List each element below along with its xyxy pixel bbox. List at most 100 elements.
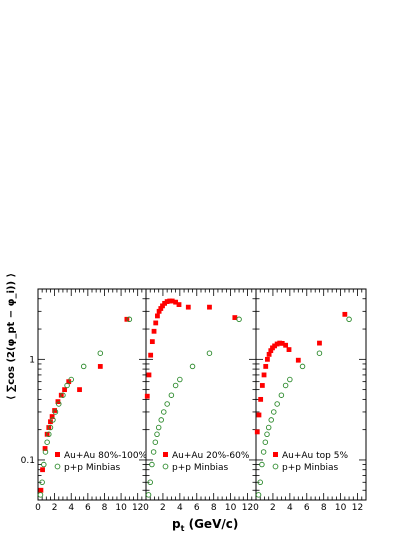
auau-point bbox=[97, 364, 103, 369]
auau-point bbox=[185, 304, 191, 310]
auau-point bbox=[48, 419, 53, 425]
pp-point bbox=[271, 409, 277, 415]
auau-point bbox=[207, 304, 212, 310]
pp-point bbox=[278, 392, 285, 398]
legend-label: p+p Minbias bbox=[282, 463, 339, 473]
pp-point bbox=[264, 431, 270, 438]
auau-point bbox=[156, 308, 162, 314]
auau-point bbox=[151, 328, 157, 334]
x-tick-label: 12 bbox=[352, 503, 363, 513]
auau-point bbox=[58, 392, 64, 398]
legend-marker-auau bbox=[273, 452, 278, 457]
pp-point bbox=[255, 492, 262, 498]
auau-point bbox=[148, 352, 154, 358]
x-tick-label: 6 bbox=[194, 503, 200, 513]
auau-point bbox=[259, 383, 265, 388]
auau-point bbox=[295, 357, 301, 363]
x-tick-label: 2 bbox=[160, 503, 166, 513]
auau-point bbox=[169, 298, 175, 304]
pp-point bbox=[262, 439, 269, 445]
x-tick-label: 0 bbox=[143, 503, 149, 513]
auau-point bbox=[149, 339, 155, 345]
x-tick-label: 10 bbox=[335, 503, 347, 513]
pp-point bbox=[257, 479, 263, 486]
auau-point bbox=[40, 467, 45, 473]
pp-point bbox=[56, 401, 62, 407]
auau-point bbox=[176, 302, 182, 307]
x-tick-label: 8 bbox=[321, 503, 327, 513]
x-tick-label: 8 bbox=[211, 503, 217, 513]
auau-point bbox=[263, 364, 269, 369]
pp-point bbox=[152, 439, 159, 445]
auau-point bbox=[44, 431, 50, 437]
x-axis-label-main: p bbox=[172, 517, 181, 531]
pp-point bbox=[268, 417, 274, 423]
auau-point bbox=[283, 342, 289, 348]
pp-point bbox=[164, 401, 170, 407]
pp-point bbox=[44, 439, 50, 445]
legend-marker-pp bbox=[54, 463, 61, 470]
x-axis-label-sub: t bbox=[181, 524, 185, 533]
pp-point bbox=[147, 479, 153, 486]
pp-point bbox=[42, 449, 49, 455]
pp-point bbox=[172, 382, 179, 389]
x-tick-label: 12 bbox=[242, 503, 253, 513]
pp-point bbox=[150, 449, 157, 455]
legend-label: p+p Minbias bbox=[64, 463, 121, 473]
auau-point bbox=[162, 300, 168, 306]
x-tick-label: 0 bbox=[253, 503, 259, 513]
panel-left: 0 2 4 6 8 10 12 0.1 1 Au+Au 80%-100% p+p Minbias bbox=[21, 288, 148, 513]
pp-point bbox=[145, 492, 152, 498]
pp-point bbox=[287, 376, 293, 383]
legend-label: Au+Au top 5% bbox=[282, 451, 348, 461]
panel-middle: 0 2 4 6 8 10 12 Au+Au 20%-60% p+p Minbias bbox=[143, 288, 257, 513]
legend-label: Au+Au 80%-100% bbox=[64, 451, 148, 461]
pp-point bbox=[41, 461, 47, 468]
pp-point bbox=[177, 376, 183, 383]
auau-point bbox=[261, 372, 267, 378]
auau-point bbox=[167, 298, 173, 304]
auau-point bbox=[317, 340, 322, 346]
y-tick-label: 1 bbox=[29, 355, 35, 365]
pp-point bbox=[316, 350, 323, 356]
auau-point bbox=[277, 340, 283, 346]
pp-point bbox=[68, 376, 74, 383]
pp-point bbox=[80, 363, 87, 370]
pp-point bbox=[236, 316, 242, 323]
auau-point bbox=[160, 303, 165, 309]
x-tick-label: 4 bbox=[177, 503, 183, 513]
pp-point bbox=[149, 461, 155, 468]
auau-point bbox=[268, 348, 274, 354]
pp-point bbox=[168, 392, 175, 398]
auau-point bbox=[62, 387, 67, 393]
x-axis-label: pt (GeV/c) bbox=[172, 517, 238, 533]
x-tick-label: 0 bbox=[35, 503, 41, 513]
pp-point bbox=[259, 461, 265, 468]
auau-point bbox=[173, 299, 179, 305]
auau-point bbox=[274, 341, 280, 347]
pp-point bbox=[189, 363, 196, 370]
pp-point bbox=[346, 316, 352, 323]
auau-point bbox=[256, 412, 262, 418]
legend-marker-pp bbox=[162, 463, 169, 470]
auau-point bbox=[258, 396, 264, 402]
legend-marker-auau bbox=[163, 452, 168, 457]
auau-point bbox=[254, 429, 260, 435]
pp-point bbox=[60, 392, 66, 398]
auau-point bbox=[155, 313, 160, 319]
legend-label: Au+Au 20%-60% bbox=[172, 451, 250, 461]
auau-point bbox=[49, 414, 55, 419]
auau-point bbox=[46, 425, 52, 430]
auau-point bbox=[272, 343, 278, 349]
auau-point bbox=[144, 393, 150, 399]
auau-point bbox=[158, 306, 164, 311]
x-axis-label-unit: (GeV/c) bbox=[184, 517, 238, 531]
auau-point bbox=[153, 320, 159, 326]
panel-right: 0 2 4 6 8 10 12 Au+Au top 5% p+p Minbias bbox=[253, 288, 367, 513]
auau-point bbox=[232, 315, 238, 320]
pp-point bbox=[126, 316, 133, 323]
pp-point bbox=[154, 431, 160, 438]
y-tick-label: 0.1 bbox=[21, 456, 35, 466]
x-tick-label: 2 bbox=[52, 503, 58, 513]
auau-point bbox=[342, 311, 348, 317]
